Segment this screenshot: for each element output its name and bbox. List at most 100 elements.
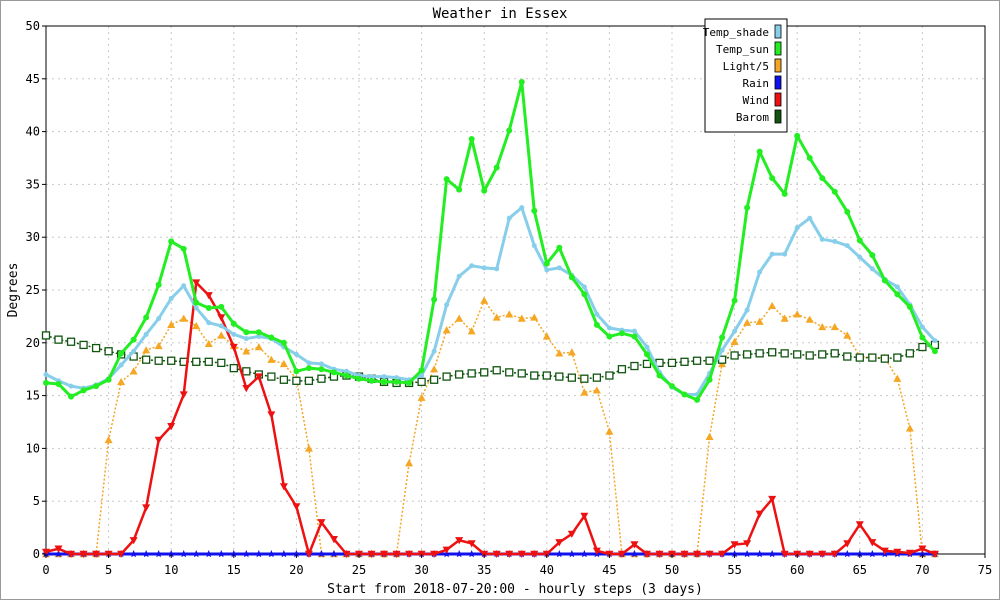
y-tick-label: 50 xyxy=(26,19,40,33)
data-point-light-5 xyxy=(192,321,201,330)
data-point-temp-sun xyxy=(681,391,688,398)
data-point-rain xyxy=(467,550,476,558)
data-point-temp-shade xyxy=(544,267,550,273)
data-point-temp-shade xyxy=(469,263,475,269)
data-point-wind xyxy=(642,550,651,558)
data-point-temp-shade xyxy=(807,215,813,221)
data-point-temp-sun xyxy=(368,377,375,384)
data-point-rain xyxy=(918,550,927,558)
data-point-temp-shade xyxy=(318,361,324,367)
data-point-light-5 xyxy=(455,314,464,322)
data-point-wind xyxy=(755,510,764,518)
legend-box xyxy=(704,18,788,133)
data-point-rain xyxy=(192,550,201,558)
data-point-temp-sun xyxy=(330,369,337,376)
data-point-temp-shade xyxy=(932,338,938,344)
data-point-barom xyxy=(742,350,752,359)
data-point-temp-sun xyxy=(218,303,225,310)
data-point-wind xyxy=(505,550,514,558)
data-point-temp-sun xyxy=(744,204,751,211)
data-point-wind xyxy=(129,537,138,545)
data-point-temp-shade xyxy=(832,238,838,244)
data-point-wind xyxy=(192,279,201,287)
x-tick-label: 45 xyxy=(602,563,616,577)
x-tick-label: 10 xyxy=(164,563,178,577)
x-axis-label: Start from 2018-07-20:00 - hourly steps … xyxy=(327,582,703,597)
data-point-wind xyxy=(242,385,251,393)
data-point-rain xyxy=(154,550,163,558)
data-point-barom xyxy=(66,337,76,346)
data-point-wind xyxy=(830,550,839,558)
data-point-barom xyxy=(505,368,514,377)
data-point-temp-shade xyxy=(519,205,525,211)
data-point-barom xyxy=(79,340,88,350)
data-point-light-5 xyxy=(304,444,313,452)
data-point-barom xyxy=(768,348,777,357)
series-temp-sun xyxy=(43,78,938,403)
data-point-light-5 xyxy=(430,365,439,373)
data-point-temp-sun xyxy=(881,277,888,284)
data-point-temp-shade xyxy=(919,324,925,330)
data-point-temp-sun xyxy=(230,320,237,327)
data-point-temp-sun xyxy=(694,396,701,403)
data-point-barom xyxy=(592,373,602,382)
data-point-rain xyxy=(129,550,138,558)
data-point-barom xyxy=(805,351,814,360)
data-point-wind xyxy=(455,537,464,545)
data-point-wind xyxy=(530,550,539,558)
data-point-light-5 xyxy=(567,348,576,356)
data-point-barom xyxy=(242,367,251,376)
x-tick-label: 65 xyxy=(853,563,867,577)
x-tick-label: 20 xyxy=(289,563,303,577)
data-point-barom xyxy=(780,349,789,358)
data-point-temp-shade xyxy=(369,374,375,380)
chart-title: Weather in Essex xyxy=(433,6,568,22)
y-axis-label: Degrees xyxy=(6,263,21,318)
data-point-barom xyxy=(680,357,689,366)
data-point-temp-sun xyxy=(656,372,663,379)
data-point-wind xyxy=(154,436,163,444)
data-point-temp-shade xyxy=(419,373,425,379)
y-tick-label: 15 xyxy=(26,389,40,403)
legend-swatch-temp-shade xyxy=(774,24,782,39)
data-point-rain xyxy=(768,550,776,558)
data-point-barom xyxy=(905,349,915,358)
legend-swatch-wind xyxy=(774,92,782,107)
data-point-temp-sun xyxy=(531,207,538,214)
data-point-rain xyxy=(843,550,852,558)
data-point-light-5 xyxy=(768,301,777,310)
data-point-wind xyxy=(380,550,389,558)
data-point-temp-sun xyxy=(255,329,262,336)
data-point-barom xyxy=(217,358,226,368)
x-tick-label: 5 xyxy=(105,563,112,577)
data-point-barom xyxy=(530,371,539,380)
data-point-rain xyxy=(555,550,564,558)
data-point-barom xyxy=(229,363,238,373)
data-point-wind xyxy=(630,541,639,549)
data-point-wind xyxy=(680,550,689,558)
data-point-temp-sun xyxy=(819,175,826,182)
series-line-light-5 xyxy=(46,299,935,555)
data-point-barom xyxy=(755,349,764,358)
data-point-temp-sun xyxy=(43,379,49,386)
data-point-temp-sun xyxy=(643,351,650,358)
data-point-rain xyxy=(630,550,639,558)
data-point-wind xyxy=(730,541,739,549)
data-point-temp-sun xyxy=(493,164,500,171)
data-point-wind xyxy=(142,504,151,512)
data-point-barom xyxy=(455,370,464,379)
x-tick-label: 40 xyxy=(540,563,554,577)
data-point-temp-shade xyxy=(431,348,437,354)
data-point-temp-sun xyxy=(543,260,550,267)
data-point-temp-shade xyxy=(594,311,600,317)
data-point-temp-sun xyxy=(305,365,312,372)
data-point-light-5 xyxy=(605,427,614,435)
data-point-wind xyxy=(304,550,313,558)
data-point-temp-shade xyxy=(494,266,500,272)
data-point-rain xyxy=(255,550,263,558)
data-point-light-5 xyxy=(517,314,526,322)
data-point-temp-sun xyxy=(155,281,162,288)
data-point-temp-shade xyxy=(631,328,637,334)
data-point-light-5 xyxy=(154,341,163,350)
